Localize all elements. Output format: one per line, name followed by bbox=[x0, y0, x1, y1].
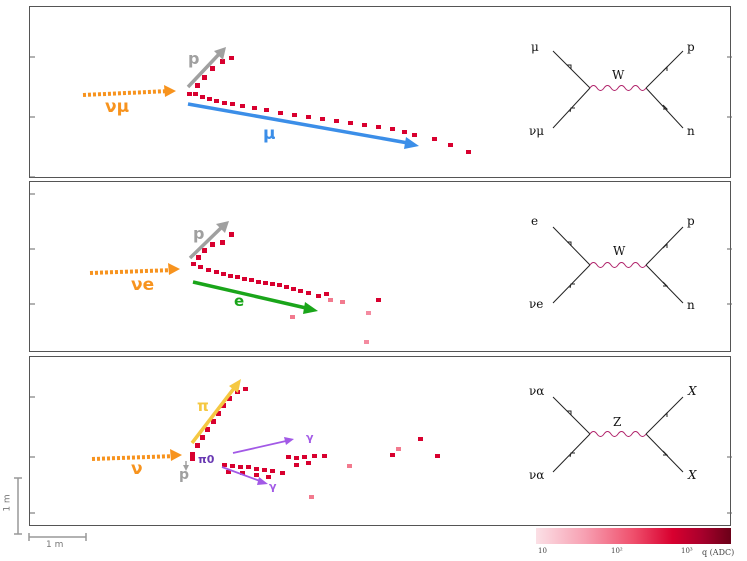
proton-arrow bbox=[186, 50, 223, 89]
pion-arrow bbox=[190, 385, 237, 445]
scale-horizontal-label: 1 m bbox=[46, 540, 64, 550]
neutrino-label: νe bbox=[131, 275, 155, 295]
feynman-bottom-left: να bbox=[529, 468, 545, 482]
pion-label: π bbox=[197, 397, 209, 415]
colorbar-tick-3: 10³ bbox=[681, 547, 693, 555]
feynman-diagram-nc bbox=[552, 396, 684, 473]
colorbar-tick-1: 10 bbox=[538, 547, 547, 555]
proton-label: p bbox=[188, 49, 200, 68]
muon-label: μ bbox=[263, 124, 276, 144]
feynman-top-right: X bbox=[688, 384, 697, 398]
feynman-bottom-left: νμ bbox=[529, 124, 545, 138]
proton-arrow bbox=[188, 224, 225, 260]
colorbar bbox=[536, 528, 731, 544]
track-hits-proton bbox=[195, 56, 234, 88]
feynman-boson: W bbox=[613, 244, 626, 258]
feynman-top-right: p bbox=[687, 214, 695, 228]
gamma-label-1: γ bbox=[306, 431, 314, 444]
neutrino-arrow bbox=[91, 454, 177, 461]
proton-label: p bbox=[179, 467, 190, 483]
shower-hits bbox=[190, 437, 440, 499]
feynman-bottom-right: n bbox=[687, 124, 695, 138]
proton-label: p bbox=[193, 224, 205, 243]
feynman-top-left: μ bbox=[531, 40, 539, 54]
feynman-boson: Z bbox=[613, 415, 622, 429]
track-hits-muon bbox=[187, 92, 471, 154]
gamma-label-2: γ bbox=[269, 480, 277, 493]
feynman-top-right: p bbox=[687, 40, 695, 54]
event-display-numu bbox=[30, 47, 732, 178]
event-panel-nc: ν π p π0 γ γ να X να X Z bbox=[29, 356, 732, 526]
colorbar-label: q (ADC) bbox=[702, 548, 735, 557]
event-display-nue bbox=[30, 193, 732, 344]
neutrino-arrow bbox=[82, 89, 171, 97]
event-display-nc bbox=[30, 379, 732, 514]
event-panel-nue: νe p e e p νe n W bbox=[29, 181, 732, 352]
feynman-boson: W bbox=[612, 68, 625, 82]
feynman-bottom-right: X bbox=[688, 468, 697, 482]
event-panel-numu: νμ p μ μ p νμ n W bbox=[29, 6, 732, 178]
scale-vertical-label: 1 m bbox=[2, 494, 13, 512]
feynman-top-left: e bbox=[531, 214, 539, 228]
pi0-label: π0 bbox=[198, 453, 215, 466]
electron-label: e bbox=[234, 292, 245, 310]
track-hits-proton bbox=[196, 232, 234, 260]
feynman-bottom-left: νe bbox=[529, 297, 544, 311]
muon-arrow bbox=[187, 102, 409, 145]
feynman-top-left: να bbox=[529, 384, 545, 398]
gamma-arrow-1 bbox=[232, 440, 287, 454]
feynman-diagram-nue bbox=[552, 226, 684, 304]
feynman-diagram-numu bbox=[552, 50, 684, 129]
feynman-bottom-right: n bbox=[687, 298, 695, 312]
electron-arrow bbox=[192, 280, 307, 310]
track-hits-electron bbox=[191, 262, 381, 344]
neutrino-label: ν bbox=[131, 459, 143, 479]
neutrino-label: νμ bbox=[105, 97, 130, 117]
colorbar-tick-2: 10² bbox=[611, 547, 623, 555]
neutrino-arrow bbox=[89, 268, 175, 275]
gamma-arrow-2 bbox=[221, 466, 261, 482]
